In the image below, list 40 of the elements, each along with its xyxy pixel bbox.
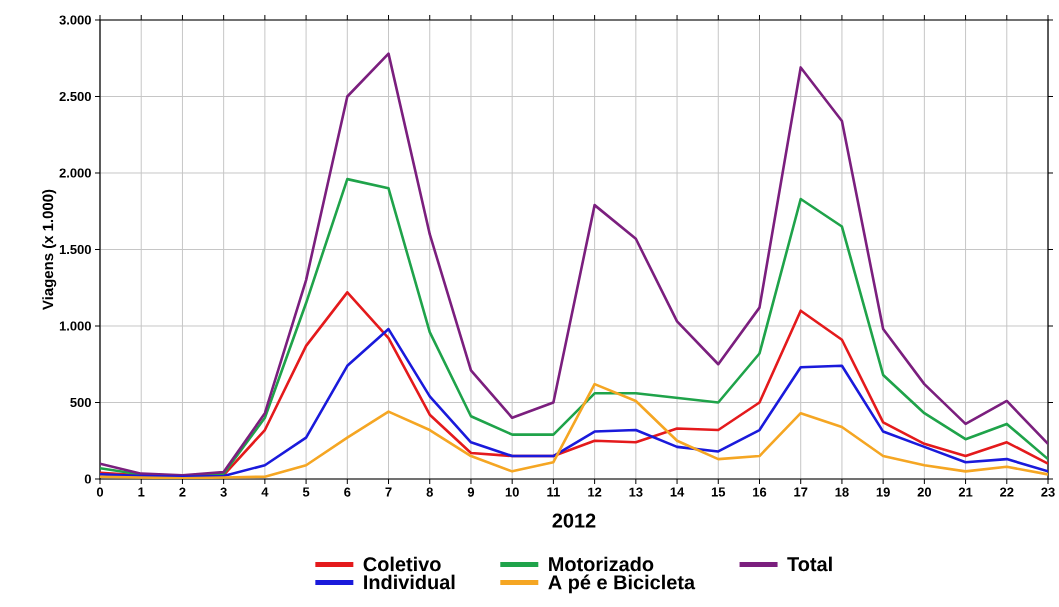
x-tick-label: 8 — [426, 487, 433, 497]
x-tick-label: 13 — [629, 487, 643, 497]
x-tick-label: 6 — [344, 487, 351, 497]
x-tick-label: 1 — [138, 487, 145, 497]
x-tick-label: 19 — [876, 487, 890, 497]
line-series — [100, 327, 1049, 478]
y-tick-label: 500 — [70, 397, 91, 408]
x-tick-label: 17 — [794, 487, 808, 497]
y-tick-label: 0 — [84, 474, 91, 484]
line-series — [100, 52, 1049, 477]
x-tick-label: 18 — [835, 487, 849, 497]
x-tick-label: 9 — [467, 487, 475, 497]
x-tick-label: 11 — [547, 487, 560, 497]
x-tick-label: 2 — [179, 487, 186, 497]
x-tick-label: 10 — [505, 487, 519, 497]
x-tick-label: 16 — [753, 487, 767, 497]
x-tick-label: 5 — [302, 487, 310, 497]
y-tick-label: 2.000 — [59, 168, 91, 178]
y-tick-label: 1.500 — [59, 244, 91, 255]
x-tick-label: 12 — [588, 487, 602, 497]
x-axis-title: 2012 — [552, 513, 596, 528]
y-tick-label: 1.000 — [59, 321, 91, 331]
legend-label: Coletivo — [363, 556, 441, 572]
x-tick-label: 20 — [917, 487, 932, 497]
x-tick-label: 4 — [261, 487, 269, 497]
legend-label: Motorizado — [549, 556, 654, 572]
legend-label: Individual — [364, 574, 455, 590]
x-tick-label: 22 — [1000, 487, 1014, 497]
y-tick-label: 3.000 — [59, 15, 91, 25]
x-tick-label: 0 — [96, 487, 104, 497]
x-tick-label: 7 — [385, 487, 392, 497]
y-tick-label: 2.500 — [59, 91, 91, 102]
legend-label: Total — [787, 556, 832, 572]
x-tick-label: 23 — [1041, 487, 1055, 497]
x-tick-label: 21 — [958, 487, 973, 497]
y-axis-title: Viagens (x 1.000) — [42, 189, 57, 310]
x-tick-label: 15 — [711, 487, 726, 497]
legend-label: A pé e Bicicleta — [548, 574, 696, 594]
x-tick-label: 3 — [220, 487, 227, 497]
x-tick-label: 14 — [670, 487, 685, 497]
